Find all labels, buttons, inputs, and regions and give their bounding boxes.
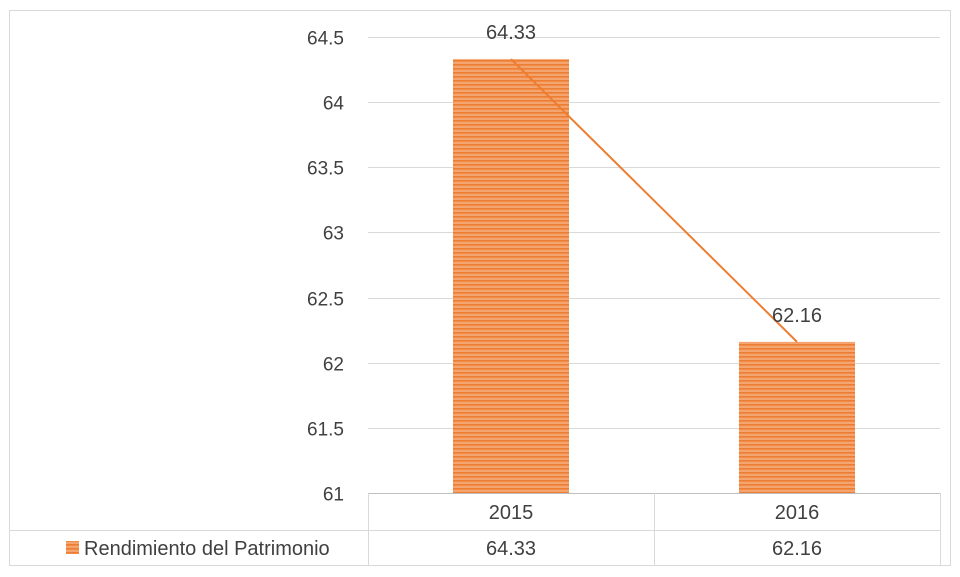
legend-series-name: Rendimiento del Patrimonio [84,538,330,560]
trend-line [510,58,798,343]
y-tick-label: 62.5 [307,290,344,311]
legend-swatch [66,541,79,554]
table-value: 62.16 [772,538,822,560]
x-category-label: 2015 [489,502,534,524]
table-value: 64.33 [486,538,536,560]
y-axis-ticks: 61 61.5 62 62.5 63 63.5 64 64.5 [307,29,344,506]
trend-line-path [510,58,798,343]
bar-2016 [739,341,855,493]
y-tick-label: 64.5 [307,29,344,50]
x-category-label: 2016 [775,502,820,524]
y-tick-label: 62 [323,355,344,376]
y-tick-label: 61.5 [307,420,344,441]
data-label: 64.33 [486,22,536,44]
data-labels: 64.33 62.16 [486,22,822,327]
y-tick-label: 63 [323,224,344,245]
y-tick-label: 63.5 [307,159,344,180]
y-tick-label: 61 [323,485,344,506]
bar-2015 [453,59,569,494]
bars [453,59,855,494]
y-tick-label: 64 [323,94,345,115]
data-label: 62.16 [772,305,822,327]
data-table: 2015 2016 Rendimiento del Patrimonio 64.33 6… [10,493,941,566]
